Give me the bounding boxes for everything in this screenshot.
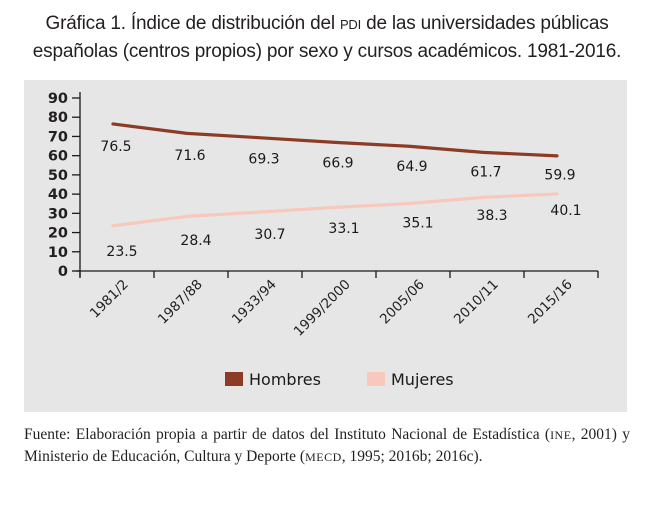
y-tick-label: 60 <box>48 149 68 165</box>
data-label-hombres: 71.6 <box>174 148 205 164</box>
data-labels: 76.5 71.6 69.3 66.9 64.9 61.7 59.9 23.5 28.4 30.7… <box>100 139 581 260</box>
data-label-hombres: 61.7 <box>470 164 501 180</box>
x-tick-label: 2005/06 <box>377 277 428 328</box>
x-tick-label: 1999/2000 <box>291 277 354 340</box>
chart-title: Gráfica 1. Índice de distribución del PD… <box>0 10 654 65</box>
series-line-mujeres <box>111 192 559 228</box>
data-label-hombres: 69.3 <box>248 152 279 168</box>
data-label-mujeres: 28.4 <box>180 233 211 249</box>
x-tick-label: 1933/94 <box>229 277 280 328</box>
data-label-hombres: 64.9 <box>396 159 427 175</box>
data-label-hombres: 59.9 <box>544 167 575 183</box>
data-label-mujeres: 30.7 <box>254 227 285 243</box>
y-tick-label: 0 <box>58 264 68 280</box>
axes: 0 10 20 30 40 50 60 70 80 90 1981/2 1987/88 1933/94 1… <box>48 91 599 340</box>
chart-panel <box>24 80 627 412</box>
data-label-mujeres: 23.5 <box>106 244 137 260</box>
x-tick-label: 1987/88 <box>155 277 206 328</box>
chart-title-line-1: Gráfica 1. Índice de distribución del PD… <box>45 13 609 34</box>
data-label-mujeres: 38.3 <box>476 208 507 224</box>
source-note: Fuente: Elaboración propia a partir de d… <box>24 426 630 465</box>
legend: Hombres Mujeres <box>225 370 454 389</box>
y-tick-label: 40 <box>48 187 68 203</box>
data-label-mujeres: 35.1 <box>402 216 433 232</box>
legend-label-hombres: Hombres <box>249 370 321 389</box>
legend-swatch-hombres <box>225 372 243 386</box>
y-tick-label: 70 <box>48 129 68 145</box>
data-label-hombres: 66.9 <box>322 156 353 172</box>
series-line-hombres <box>111 122 559 158</box>
x-tick-label: 1981/2 <box>87 277 132 322</box>
legend-swatch-mujeres <box>367 372 385 386</box>
source-abbreviation-ine: INE <box>550 428 572 442</box>
data-label-mujeres: 33.1 <box>328 221 359 237</box>
x-tick-label: 2015/16 <box>525 277 576 328</box>
y-tick-label: 80 <box>48 110 68 126</box>
chart-title-line-2: españolas (centros propios) por sexo y c… <box>32 41 622 62</box>
data-label-mujeres: 40.1 <box>550 203 581 219</box>
title-abbreviation: PDI <box>339 17 362 32</box>
y-tick-label: 10 <box>48 245 68 261</box>
y-tick-label: 90 <box>48 91 68 107</box>
source-abbreviation-mecd: MECD <box>305 450 342 464</box>
legend-label-mujeres: Mujeres <box>391 370 454 389</box>
y-tick-label: 50 <box>48 168 68 184</box>
x-tick-label: 2010/11 <box>451 277 502 328</box>
series-lines <box>111 122 559 228</box>
y-tick-label: 30 <box>48 206 68 222</box>
data-label-hombres: 76.5 <box>100 139 131 155</box>
y-tick-label: 20 <box>48 226 68 242</box>
